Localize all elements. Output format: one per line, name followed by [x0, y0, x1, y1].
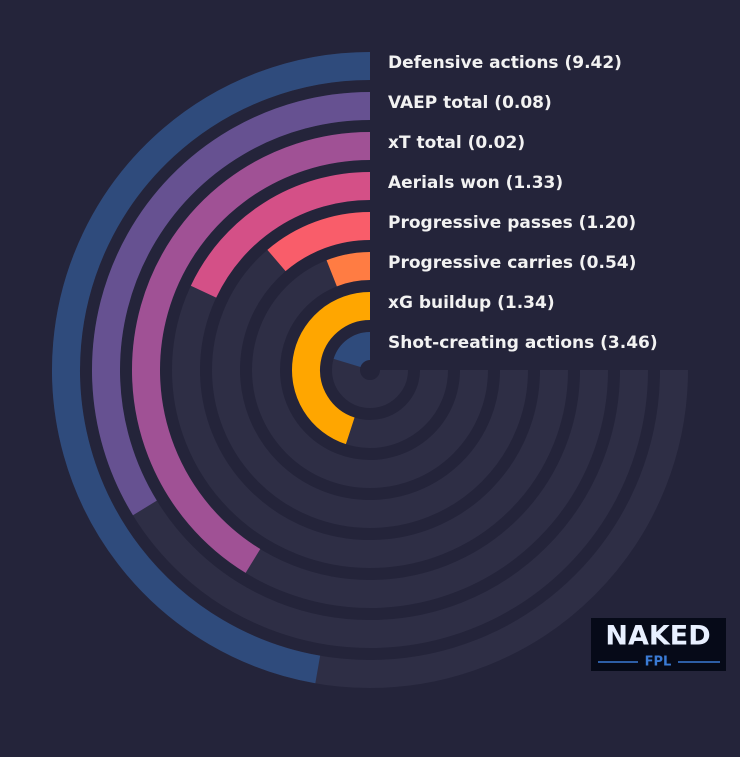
bar-label: Aerials won (1.33) [388, 173, 563, 193]
bar [267, 212, 371, 272]
track [212, 212, 528, 528]
track [252, 252, 488, 488]
bar [333, 332, 372, 369]
bar [326, 252, 371, 287]
bar [52, 52, 371, 684]
bar-label: Defensive actions (9.42) [388, 53, 622, 73]
bar-label: xG buildup (1.34) [388, 293, 555, 313]
logo-text: NAKED [605, 621, 710, 652]
bar-label: VAEP total (0.08) [388, 93, 552, 113]
bar [132, 132, 371, 573]
bar-label: xT total (0.02) [388, 133, 525, 153]
bar [92, 92, 371, 516]
bar-label: Progressive carries (0.54) [388, 253, 636, 273]
bar-label: Shot-creating actions (3.46) [388, 333, 658, 353]
bar [292, 292, 371, 445]
bar [190, 172, 371, 298]
logo: NAKED FPL [591, 618, 726, 671]
bar-label: Progressive passes (1.20) [388, 213, 636, 233]
rings: Defensive actions (9.42) VAEP total (0.08… [52, 52, 688, 688]
logo-subtext: FPL [645, 655, 672, 670]
